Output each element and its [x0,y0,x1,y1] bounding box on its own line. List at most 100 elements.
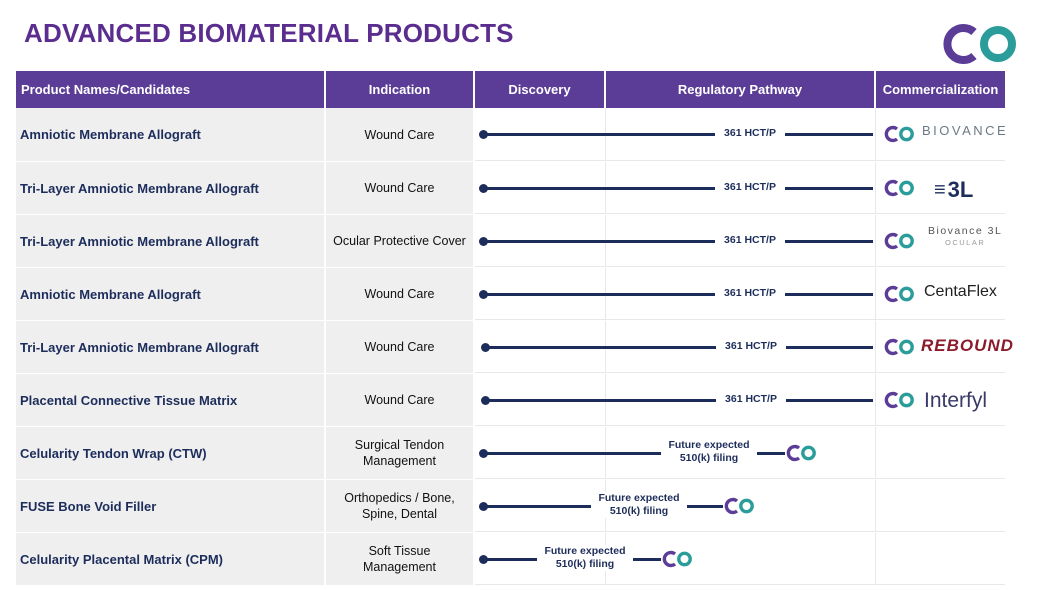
page-title: ADVANCED BIOMATERIAL PRODUCTS [24,18,514,48]
pipeline-cell: 361 HCT/P BIOVANCE [475,108,1008,161]
grid-line [475,213,1005,214]
pipeline-start-dot [479,555,488,564]
header-product: Product Names/Candidates [16,71,326,108]
product-name: Amniotic Membrane Allograft [16,268,326,320]
pipeline-start-dot [479,130,488,139]
pipeline-start-dot [479,237,488,246]
milestone-logo-icon [884,179,914,197]
product-name: Tri-Layer Amniotic Membrane Allograft [16,215,326,267]
indication: Orthopedics / Bone, Spine, Dental [326,480,475,532]
pipeline-track [485,399,873,402]
pipeline-start-dot [479,502,488,511]
brand-logo: REBOUND [921,336,1014,356]
brand-logo: CentaFlex [924,283,997,301]
pathway-label: Future expected 510(k) filing [661,439,757,465]
grid-line [875,108,876,161]
pipeline-track [485,346,873,349]
header-discovery: Discovery [475,71,606,108]
brand-name: BIOVANCE [922,123,1009,138]
indication: Surgical Tendon Management [326,427,475,479]
brand-subtitle: OCULAR [945,238,986,247]
brand-name: Interfyl [924,389,988,412]
pipeline-track [483,133,873,136]
brand-logo: ≡ 3L [934,177,973,203]
header-indication: Indication [326,71,475,108]
brand-name: 3L [947,177,974,202]
grid-line [875,321,876,373]
grid-line [875,533,876,585]
pipeline-start-dot [479,449,488,458]
grid-line [475,478,1005,479]
pipeline-cell: Future expected 510(k) filing [475,480,1005,532]
milestone-logo-icon [884,232,914,250]
pipeline-cell: Future expected 510(k) filing [475,533,1005,585]
pathway-label: 361 HCT/P [715,287,785,300]
brand-name: CentaFlex [924,283,997,300]
grid-line [875,480,876,532]
milestone-logo-icon [884,338,914,356]
grid-line [475,425,1005,426]
milestone-logo-icon [884,391,914,409]
grid-line [875,162,876,214]
pipeline-start-dot [479,290,488,299]
indication: Wound Care [326,321,475,373]
pipeline-cell: 361 HCT/P CentaFlex [475,268,1005,320]
header-commercialization: Commercialization [876,71,1005,108]
pipeline-track [483,187,873,190]
table-row: FUSE Bone Void Filler Orthopedics / Bone,… [16,479,1005,532]
table-row: Tri-Layer Amniotic Membrane Allograft Wou… [16,161,1005,214]
pipeline-cell: 361 HCT/P ≡ 3L [475,162,1005,214]
milestone-logo-icon [884,285,914,303]
table-header: Product Names/Candidates Indication Disc… [16,71,1005,108]
table-row: Celularity Placental Matrix (CPM) Soft Ti… [16,532,1005,585]
pipeline-start-dot [479,184,488,193]
milestone-logo-icon [662,550,692,568]
indication: Ocular Protective Cover [326,215,475,267]
layers-icon: ≡ [934,178,946,201]
indication: Wound Care [326,162,475,214]
pipeline-track [483,240,873,243]
grid-line [475,372,1005,373]
product-name: Amniotic Membrane Allograft [16,108,326,161]
grid-line [475,531,1005,532]
product-pipeline-table: Product Names/Candidates Indication Disc… [16,71,1013,585]
indication: Wound Care [326,374,475,426]
milestone-logo-icon [786,444,816,462]
table-row: Amniotic Membrane Allograft Wound Care 361… [16,108,1008,161]
milestone-logo-icon [724,497,754,515]
table-row: Tri-Layer Amniotic Membrane Allograft Wou… [16,320,1013,373]
indication: Soft Tissue Management [326,533,475,585]
table-row: Amniotic Membrane Allograft Wound Care 361… [16,267,1005,320]
grid-line [875,427,876,479]
pathway-label: 361 HCT/P [715,181,785,194]
product-name: Celularity Placental Matrix (CPM) [16,533,326,585]
grid-line [475,160,1005,161]
header-regulatory: Regulatory Pathway [606,71,876,108]
pathway-label: 361 HCT/P [716,393,786,406]
indication: Wound Care [326,268,475,320]
pipeline-track [483,293,873,296]
product-name: Celularity Tendon Wrap (CTW) [16,427,326,479]
grid-line [875,268,876,320]
grid-line [475,266,1005,267]
pipeline-start-dot [481,343,490,352]
pipeline-cell: 361 HCT/P Interfyl [475,374,1005,426]
pipeline-start-dot [481,396,490,405]
grid-line [875,374,876,426]
pipeline-cell: Future expected 510(k) filing [475,427,1005,479]
pipeline-cell: 361 HCT/P Biovance 3L OCULAR [475,215,1005,267]
product-name: Placental Connective Tissue Matrix [16,374,326,426]
pathway-label: 361 HCT/P [715,127,785,140]
grid-line [475,319,1005,320]
indication: Wound Care [326,108,475,161]
brand-logo: BIOVANCE [922,123,1008,138]
product-name: Tri-Layer Amniotic Membrane Allograft [16,162,326,214]
product-name: Tri-Layer Amniotic Membrane Allograft [16,321,326,373]
pipeline-cell: 361 HCT/P REBOUND [475,321,1013,373]
grid-line [875,215,876,267]
pathway-label: 361 HCT/P [715,234,785,247]
milestone-logo-icon [884,125,914,143]
pathway-label: Future expected 510(k) filing [537,545,633,571]
brand-logo: Interfyl [924,389,987,413]
pipeline-track [483,452,785,455]
